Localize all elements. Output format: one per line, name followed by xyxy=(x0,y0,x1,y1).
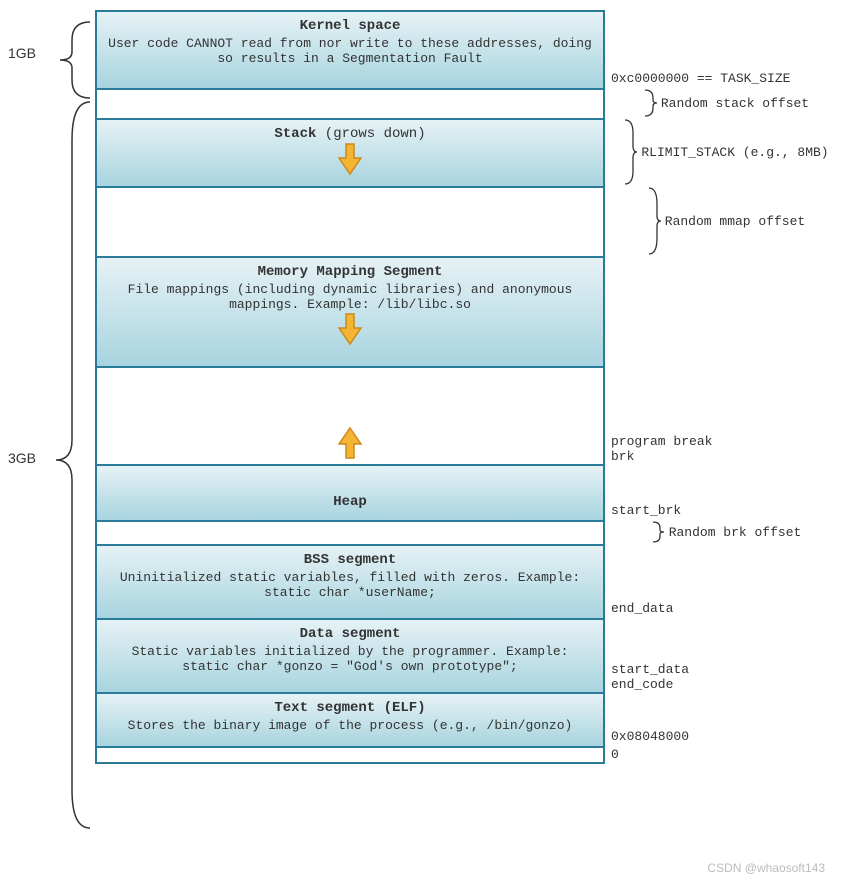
seg-zero xyxy=(97,746,603,764)
label-rand-mmap: Random mmap offset xyxy=(665,214,805,229)
brace-rand-mmap xyxy=(647,186,661,256)
bss-desc: Uninitialized static variables, filled w… xyxy=(107,570,593,600)
label-start-data: start_data xyxy=(611,662,841,677)
stack-suffix: (grows down) xyxy=(316,126,425,142)
seg-rand-brk xyxy=(97,520,603,544)
label-rand-stack: Random stack offset xyxy=(661,96,809,111)
seg-text: Text segment (ELF) Stores the binary ima… xyxy=(97,692,603,746)
mmap-title: Memory Mapping Segment xyxy=(107,264,593,280)
seg-mmap: Memory Mapping Segment File mappings (in… xyxy=(97,256,603,366)
seg-gap-heap xyxy=(97,366,603,464)
label-program-break: program break xyxy=(611,434,841,449)
seg-bss: BSS segment Uninitialized static variabl… xyxy=(97,544,603,618)
stack-title: Stack xyxy=(274,126,316,142)
mmap-desc: File mappings (including dynamic librari… xyxy=(107,282,593,312)
seg-heap: Heap xyxy=(97,464,603,520)
arrow-down-icon xyxy=(337,142,363,176)
memory-layout-diagram: 1GB 3GB Kernel space User code CANNOT re… xyxy=(0,10,841,764)
data-desc: Static variables initialized by the prog… xyxy=(107,644,593,674)
seg-rand-stack xyxy=(97,88,603,118)
label-end-data: end_data xyxy=(611,601,673,618)
kernel-title: Kernel space xyxy=(107,18,593,34)
bss-title: BSS segment xyxy=(107,552,593,568)
brace-rand-brk xyxy=(651,520,665,544)
label-brk: brk xyxy=(611,449,841,464)
brace-rlimit xyxy=(623,118,637,186)
brace-rand-stack xyxy=(643,88,657,118)
label-start-brk: start_brk xyxy=(611,503,681,520)
seg-data: Data segment Static variables initialize… xyxy=(97,618,603,692)
text-desc: Stores the binary image of the process (… xyxy=(107,718,593,733)
seg-kernel: Kernel space User code CANNOT read from … xyxy=(97,10,603,88)
arrow-down-icon xyxy=(337,312,363,346)
text-title: Text segment (ELF) xyxy=(107,700,593,716)
data-title: Data segment xyxy=(107,626,593,642)
seg-stack: Stack (grows down) xyxy=(97,118,603,186)
watermark: CSDN @whaosoft143 xyxy=(707,861,825,875)
label-end-code: end_code xyxy=(611,677,841,692)
seg-rand-mmap xyxy=(97,186,603,256)
kernel-desc: User code CANNOT read from nor write to … xyxy=(107,36,593,66)
arrow-up-icon xyxy=(337,426,363,460)
label-rand-brk: Random brk offset xyxy=(669,525,802,540)
label-zero: 0 xyxy=(611,747,619,764)
label-text-addr: 0x08048000 xyxy=(611,729,689,746)
label-task-size: 0xc0000000 == TASK_SIZE xyxy=(611,71,790,88)
heap-title: Heap xyxy=(333,494,367,510)
label-rlimit: RLIMIT_STACK (e.g., 8MB) xyxy=(641,145,828,160)
